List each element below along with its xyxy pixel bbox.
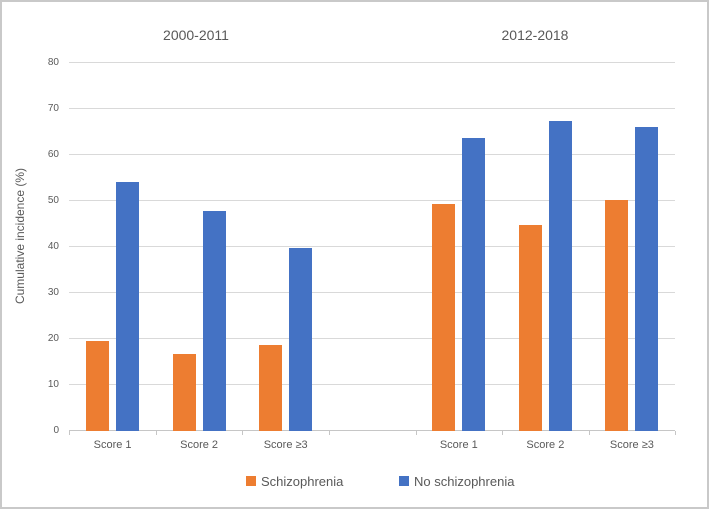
category-label: Score 2 [180,439,219,451]
bar-no-schizophrenia [548,121,572,431]
y-tick-label: 70 [47,102,59,114]
gridline [69,384,676,386]
x-axis-tick [69,430,71,435]
group-title-left: 2000-2011 [163,27,229,43]
bar-schizophrenia [172,353,196,431]
legend-swatch-schizophrenia-icon [246,476,256,486]
bar-schizophrenia [86,340,110,431]
gridline [69,61,676,63]
legend-item-schizophrenia: Schizophrenia [246,473,344,489]
x-axis-tick [588,430,590,435]
category-label: Score ≥3 [609,439,654,451]
x-axis-tick [675,430,677,435]
bar-schizophrenia [605,200,629,431]
gridline [69,107,676,109]
y-tick-label: 30 [47,287,59,299]
y-tick-label: 80 [47,56,59,68]
bar-no-schizophrenia [289,247,313,431]
y-tick-label: 40 [47,241,59,253]
y-tick-label: 60 [47,148,59,160]
bar-schizophrenia [518,225,542,431]
x-axis-tick [502,430,504,435]
y-axis-title: Cumulative incidence (%) [13,167,27,305]
bar-schizophrenia [432,203,456,431]
group-title-right: 2012-2018 [501,27,569,43]
bar-no-schizophrenia [635,127,659,431]
y-tick-label: 0 [53,425,59,437]
category-label: Score 2 [526,439,565,451]
bar-no-schizophrenia [116,182,140,431]
bar-no-schizophrenia [202,211,226,431]
y-tick-label: 20 [47,333,59,345]
bar-no-schizophrenia [462,138,486,431]
legend-label-no-schizophrenia: No schizophrenia [414,473,515,489]
x-axis-line [69,430,676,432]
bar-schizophrenia [259,344,283,431]
x-axis-tick [155,430,157,435]
legend-item-no-schizophrenia: No schizophrenia [399,473,515,489]
legend-label-schizophrenia: Schizophrenia [261,473,344,489]
category-label: Score 1 [439,439,478,451]
category-label: Score ≥3 [263,439,308,451]
gridline [69,338,676,340]
legend-swatch-no-schizophrenia-icon [399,476,409,486]
category-label: Score 1 [93,439,132,451]
gridline [69,153,676,155]
y-tick-label: 50 [47,195,59,206]
x-axis-tick [415,430,417,435]
gridline [69,246,676,248]
x-axis-tick [242,430,244,435]
y-tick-label: 10 [47,379,59,391]
x-axis-tick [328,430,330,435]
gridline [69,292,676,294]
gridline [69,200,676,201]
